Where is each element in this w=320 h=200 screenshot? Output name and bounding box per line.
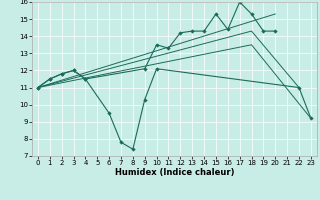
X-axis label: Humidex (Indice chaleur): Humidex (Indice chaleur): [115, 168, 234, 177]
